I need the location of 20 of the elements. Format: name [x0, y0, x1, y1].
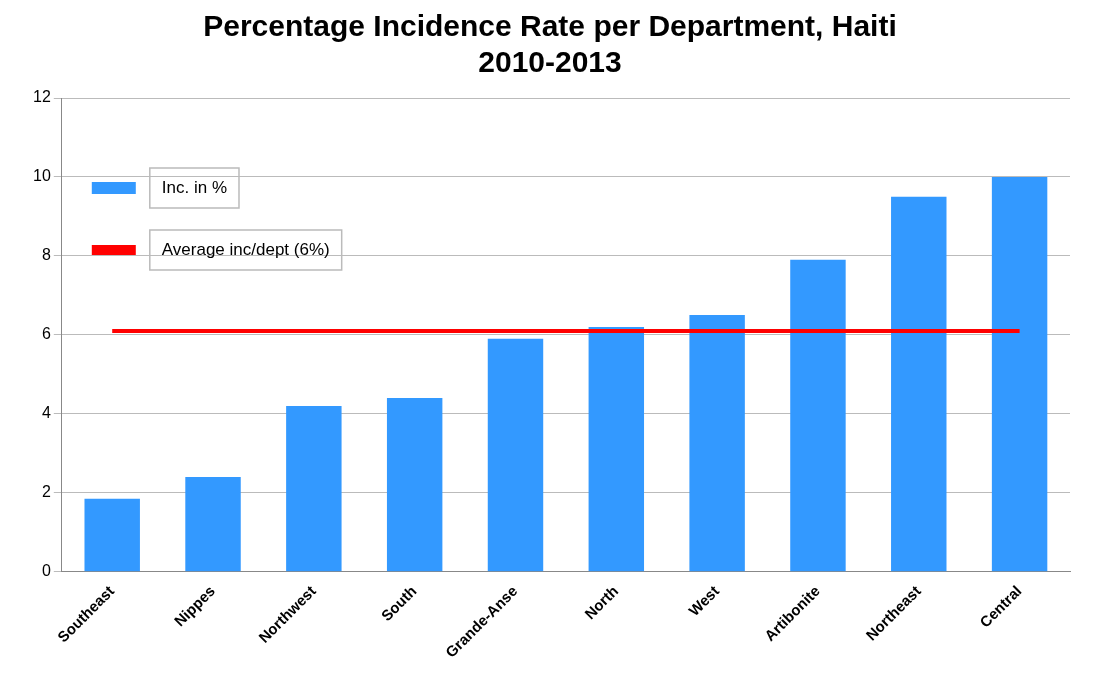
- y-tick-label: 12: [33, 88, 51, 106]
- bar: [286, 405, 342, 572]
- bar: [891, 196, 947, 572]
- bar: [790, 259, 846, 572]
- y-tick-label: 0: [41, 562, 51, 580]
- chart-title: Percentage Incidence Rate per Department, Haiti 2010-2013: [203, 9, 897, 79]
- legend-label: Inc. in %: [161, 177, 227, 197]
- y-tick-label: 6: [41, 325, 51, 343]
- bar: [588, 326, 645, 572]
- bar: [84, 498, 140, 572]
- y-tick-label: 10: [33, 167, 51, 185]
- y-tick-label: 4: [41, 404, 51, 422]
- bar: [689, 315, 745, 572]
- bar: [386, 397, 443, 572]
- legend-label: Average inc/dept (6%): [161, 239, 330, 259]
- bar: [185, 476, 241, 572]
- bar: [991, 176, 1048, 572]
- y-tick-label: 2: [41, 483, 51, 501]
- y-tick-label: 8: [41, 246, 51, 264]
- bar: [487, 338, 544, 572]
